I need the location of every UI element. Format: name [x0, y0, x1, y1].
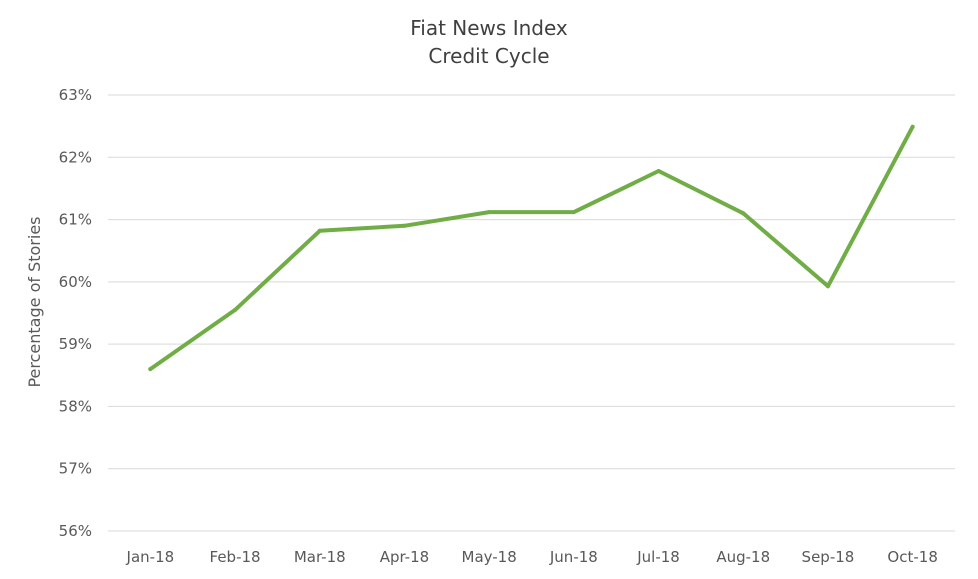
x-tick-label: Sep-18	[802, 548, 855, 566]
x-tick-label: Aug-18	[716, 548, 770, 566]
y-tick-label: 57%	[59, 460, 92, 478]
data-point	[910, 124, 915, 129]
series-line	[148, 124, 915, 372]
x-tick-label: Jun-18	[549, 548, 598, 566]
x-tick-label: Jul-18	[636, 548, 680, 566]
data-point	[825, 284, 830, 289]
chart-subtitle: Credit Cycle	[428, 44, 549, 68]
data-point	[656, 168, 661, 173]
data-point	[571, 210, 576, 215]
y-tick-label: 61%	[59, 211, 92, 229]
y-tick-label: 59%	[59, 335, 92, 353]
data-point	[148, 367, 153, 372]
y-axis-tick-labels: 56% 57% 58% 59% 60% 61% 62% 63%	[59, 86, 92, 540]
x-axis-tick-labels: Jan-18 Feb-18 Mar-18 Apr-18 May-18 Jun-18 Jul-…	[126, 548, 938, 566]
y-axis-title: Percentage of Stories	[25, 216, 44, 387]
y-tick-label: 62%	[59, 148, 92, 166]
x-tick-label: Jan-18	[126, 548, 175, 566]
chart-title: Fiat News Index	[410, 16, 568, 40]
x-tick-label: Feb-18	[210, 548, 261, 566]
y-tick-label: 58%	[59, 397, 92, 415]
y-tick-label: 63%	[59, 86, 92, 104]
y-tick-label: 56%	[59, 522, 92, 540]
data-point	[402, 223, 407, 228]
data-point	[233, 307, 238, 312]
x-tick-label: Oct-18	[887, 548, 937, 566]
data-point	[487, 210, 492, 215]
series-layer	[148, 124, 915, 372]
gridlines	[108, 94, 955, 532]
x-tick-label: May-18	[462, 548, 517, 566]
data-point	[741, 211, 746, 216]
x-tick-label: Mar-18	[294, 548, 346, 566]
data-point	[317, 228, 322, 233]
y-tick-label: 60%	[59, 273, 92, 291]
x-tick-label: Apr-18	[380, 548, 430, 566]
